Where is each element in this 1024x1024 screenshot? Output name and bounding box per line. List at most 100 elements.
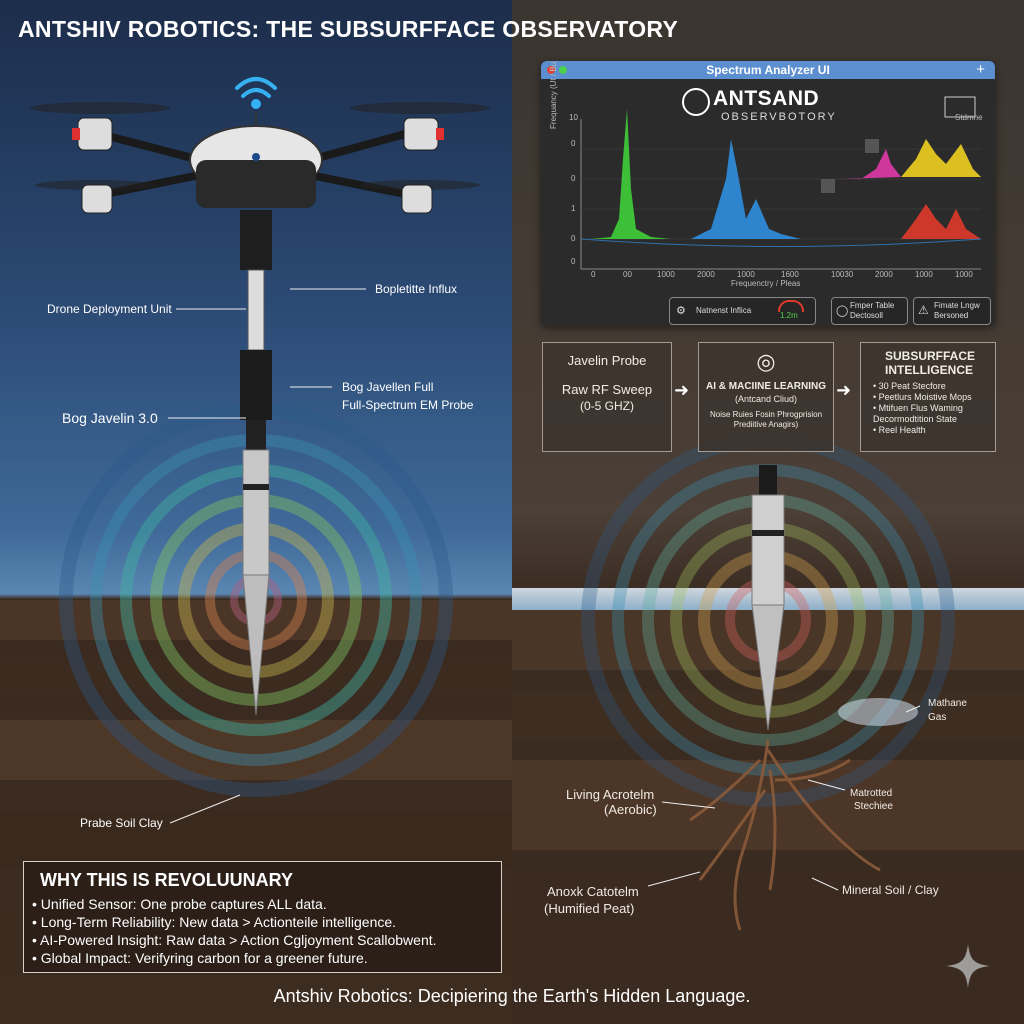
- flow-box-ai: ◎ AI & MACIINE LEARNING (Antcand Cliud) …: [698, 342, 834, 452]
- y-tick: 0: [571, 234, 576, 243]
- right-probe: [751, 465, 785, 731]
- wifi-icon: [235, 77, 277, 109]
- revolutionary-item: • Global Impact: Verifyring carbon for a…: [32, 950, 368, 966]
- label-living-acrotelm: Living Acrotelm: [566, 787, 655, 802]
- flow-box3-bullet: • Peetlurs Moistive Mops: [873, 392, 972, 402]
- callout-bog-javellen: Bog Javellen Full: [342, 380, 434, 394]
- card1-value: 1.2m: [780, 311, 798, 320]
- label-anoxic: Anoxk Catotelm: [547, 884, 639, 899]
- flow-box1-title: Javelin Probe: [567, 353, 647, 368]
- callout-lines: [168, 288, 921, 891]
- warning-icon: ⚠: [918, 303, 929, 317]
- add-tab-button[interactable]: +: [976, 61, 985, 78]
- x-tick: 2000: [875, 270, 893, 279]
- x-tick: 1600: [781, 270, 799, 279]
- callout-bog-javelin: Bog Javelin 3.0: [62, 410, 158, 426]
- flow-box-javelin-probe: Javelin Probe Raw RF Sweep (0-5 GHZ): [542, 342, 672, 452]
- x-tick: 0: [591, 270, 596, 279]
- label-stechiee: Stechiee: [854, 801, 893, 812]
- flow-box2-line1: Noise Ruies Fosin Phrogprision: [709, 410, 823, 419]
- legend-top-label: Stdmne: [955, 113, 983, 122]
- left-probe: [240, 269, 272, 716]
- x-tick: 2000: [697, 270, 715, 279]
- callout-bopletitte: Bopletitte Influx: [375, 282, 458, 296]
- brand-name: ANTSAND: [713, 87, 820, 110]
- gauge-icon: [778, 300, 804, 312]
- label-aerobic: (Aerobic): [604, 802, 657, 817]
- flow-box2-line2: Prediitive Anagirs): [733, 420, 799, 429]
- card3-sub: Bersoned: [934, 311, 969, 320]
- x-tick: 00: [623, 270, 632, 279]
- flow-box3-bullet: • Mtifuen Flus Waming: [873, 403, 963, 413]
- x-tick: 1000: [657, 270, 675, 279]
- label-mineral-soil: Mineral Soil / Clay: [842, 883, 939, 897]
- lock-icon: [821, 179, 835, 193]
- label-methane: Mathane: [928, 698, 967, 709]
- x-tick: 1000: [955, 270, 973, 279]
- close-dot-icon[interactable]: [547, 66, 555, 74]
- callout-prabe-soil: Prabe Soil Clay: [80, 816, 163, 830]
- why-revolutionary-box: WHY THIS IS REVOLUUNARY • Unified Sensor…: [23, 861, 502, 973]
- flow-box1-line1: Raw RF Sweep: [561, 382, 653, 397]
- flow-box3-bullet: • Reel Health: [873, 425, 926, 435]
- window-title: Spectrum Analyzer UI: [706, 63, 830, 77]
- flow-arrow-1-icon: ➜: [674, 380, 690, 400]
- window-titlebar: Spectrum Analyzer UI +: [541, 61, 995, 79]
- callout-drone-deployment: Drone Deployment Unit: [47, 302, 172, 316]
- y-tick: 10: [569, 113, 578, 122]
- inflix-card[interactable]: ⚙ Natnenst Inflica 1.2m: [669, 297, 816, 325]
- y-axis-label: Frequancy (Ut / Bu): [549, 61, 558, 129]
- methane-cloud: [838, 698, 918, 726]
- y-tick: 1: [571, 204, 576, 213]
- revolutionary-item: • Unified Sensor: One probe captures ALL…: [32, 896, 327, 912]
- card3-title: Fimate Lngw: [934, 301, 980, 310]
- page-title: ANTSHIV ROBOTICS: THE SUBSURFFACE OBSERV…: [18, 16, 679, 42]
- flow-arrow-2-icon: ➜: [836, 380, 852, 400]
- card1-text: Natnenst Inflica: [696, 306, 752, 315]
- callout-full-spectrum: Full-Spectrum EM Probe: [342, 398, 474, 412]
- antsand-logo-icon: [682, 88, 710, 116]
- label-humified: (Humified Peat): [544, 901, 635, 916]
- expand-icon: [944, 96, 976, 118]
- y-tick: 0: [571, 174, 576, 183]
- card2-title: Fmper Table: [850, 301, 895, 310]
- brain-icon: ◎: [756, 349, 776, 374]
- question-icon: [865, 139, 879, 153]
- x-tick: 10030: [831, 270, 854, 279]
- label-gas: Gas: [928, 712, 947, 723]
- roots: [689, 739, 881, 931]
- label-matrotted: Matrotted: [850, 788, 893, 799]
- sparkle-icon: [946, 944, 990, 988]
- flow-box2-title: AI & MACIINE LEARNING: [706, 381, 826, 392]
- blue-peak: [691, 139, 801, 239]
- green-peak: [591, 109, 671, 239]
- fimate-card[interactable]: ⚠ Fimate Lngw Bersoned: [913, 297, 991, 325]
- flow-box-intelligence: SUBSURFFACE INTELLIGENCE • 30 Peat Stecf…: [860, 342, 996, 452]
- revolutionary-item: • Long-Term Reliability: New data > Acti…: [32, 914, 397, 930]
- flow-box1-line2: (0-5 GHZ): [580, 399, 634, 413]
- maximize-dot-icon[interactable]: [559, 66, 567, 74]
- revolutionary-item: • AI-Powered Insight: Raw data > Action …: [32, 932, 437, 948]
- flow-box3-title2: INTELLIGENCE: [885, 363, 974, 377]
- table-icon: ◯: [836, 305, 849, 317]
- yellow-peak: [901, 139, 981, 177]
- spectrum-plot: [580, 96, 982, 270]
- pink-peak: [841, 149, 901, 179]
- flow-box3-title1: SUBSURFFACE: [885, 349, 976, 363]
- y-tick: 0: [571, 257, 576, 266]
- card2-sub: Dectosoll: [850, 311, 883, 320]
- x-axis-label: Frequenctry / Pleas: [731, 279, 801, 288]
- flow-box3-bullet: • 30 Peat Stecfore: [873, 381, 946, 391]
- soil-layer-r3: [512, 760, 1024, 850]
- soil-layer-4: [0, 810, 512, 870]
- drone-illustration: [30, 102, 490, 270]
- chip-icon: ⚙: [676, 305, 686, 317]
- flow-box2-sub: (Antcand Cliud): [734, 394, 798, 404]
- fmper-card[interactable]: ◯ Fmper Table Dectosoll: [831, 297, 908, 325]
- brand-subtitle: OBSERVBOTORY: [721, 111, 837, 123]
- revolutionary-heading: WHY THIS IS REVOLUUNARY: [40, 870, 294, 890]
- x-tick: 1000: [737, 270, 755, 279]
- x-tick: 1000: [915, 270, 933, 279]
- red-peak: [901, 204, 981, 239]
